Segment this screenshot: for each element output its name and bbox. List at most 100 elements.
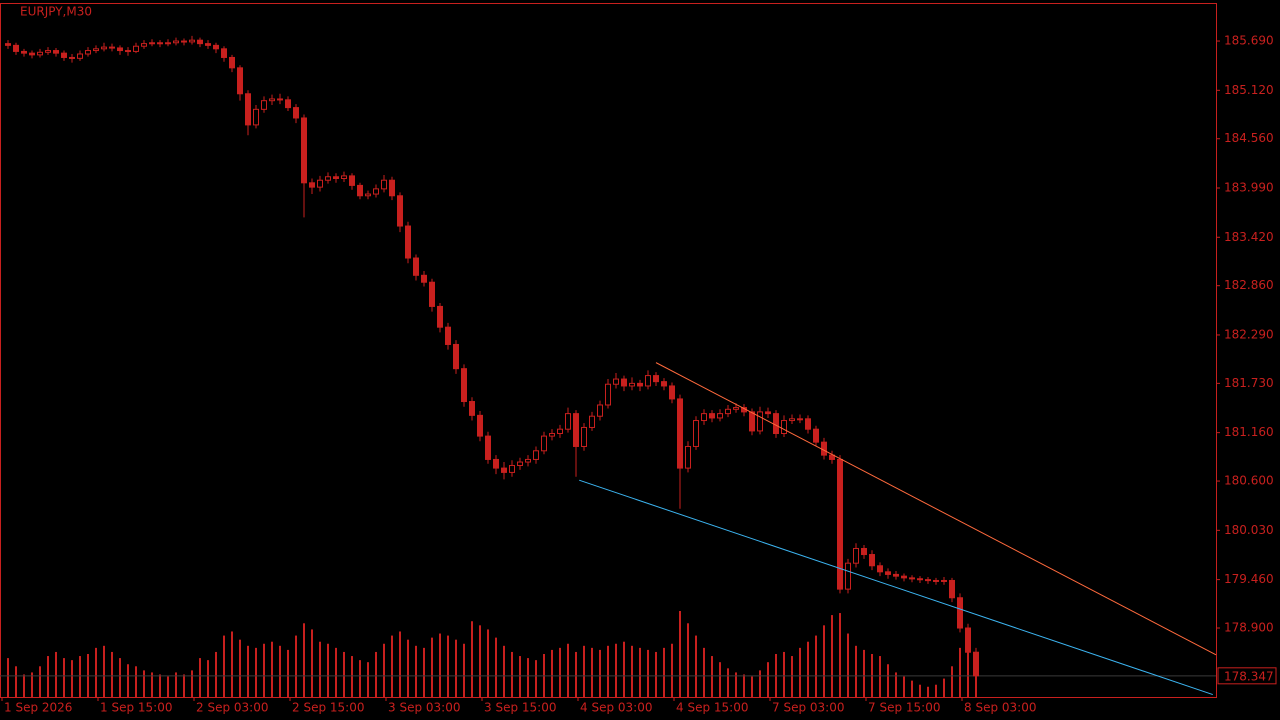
candle-body (469, 401, 475, 416)
candle-body (405, 225, 411, 259)
volume-bar (111, 651, 113, 697)
candle-body (77, 53, 83, 59)
candle-body (485, 435, 491, 460)
volume-bar (919, 684, 921, 697)
volume-bar (583, 645, 585, 697)
candle-body (549, 433, 555, 437)
volume-bar (191, 670, 193, 697)
candle-body (197, 39, 203, 45)
volume-bar (303, 623, 305, 697)
volume-bar (895, 672, 897, 697)
volume-bar (527, 658, 529, 697)
candle-body (685, 445, 691, 469)
volume-bar (335, 647, 337, 697)
volume-bar (607, 645, 609, 697)
volume-bar (767, 662, 769, 697)
volume-bar (647, 649, 649, 697)
volume-bar (71, 660, 73, 697)
candle-body (269, 98, 275, 102)
volume-bar (463, 643, 465, 697)
candle-body (893, 573, 899, 577)
volume-bar (151, 672, 153, 697)
x-tick-label: 2 Sep 03:00 (196, 701, 268, 715)
candle-body (605, 383, 611, 406)
candle-body (53, 50, 59, 54)
volume-bar (55, 651, 57, 697)
candle-body (909, 577, 915, 580)
candle-body (805, 418, 811, 430)
volume-bar (375, 651, 377, 697)
y-tick-label: 183.420 (1224, 230, 1274, 244)
candle-body (21, 50, 27, 54)
candle-body (237, 67, 243, 95)
volume-bar (863, 649, 865, 697)
candle-body (973, 651, 979, 677)
y-tick-label: 185.120 (1224, 83, 1274, 97)
volume-bar (143, 670, 145, 697)
candle-body (253, 108, 259, 126)
volume-bar (567, 643, 569, 697)
candle-body (493, 458, 499, 469)
candle-body (813, 428, 819, 443)
candle-body (709, 413, 715, 419)
candle-body (309, 182, 315, 188)
candle-body (29, 52, 35, 56)
candle-body (557, 428, 563, 435)
candle-body (965, 627, 971, 653)
candle-body (757, 411, 763, 432)
trend-line (579, 479, 1213, 696)
volume-bar (639, 647, 641, 697)
volume-bar (271, 641, 273, 697)
volume-bar (127, 664, 129, 697)
candle-body (93, 48, 99, 52)
volume-bar (223, 635, 225, 697)
volume-bar (671, 643, 673, 697)
volume-bar (263, 643, 265, 697)
candle-body (613, 378, 619, 385)
volume-bar (439, 633, 441, 697)
y-tick-label: 179.460 (1224, 572, 1274, 586)
volume-bar (551, 649, 553, 697)
candle-body (101, 46, 107, 50)
volume-bar (783, 651, 785, 697)
candle-body (221, 48, 227, 58)
candle-body (365, 193, 371, 197)
trend-line (655, 362, 1217, 656)
volume-bar (327, 643, 329, 697)
volume-bar (39, 666, 41, 697)
volume-bar (383, 643, 385, 697)
volume-bar (367, 662, 369, 697)
candle-body (181, 40, 187, 43)
candle-body (949, 579, 955, 599)
candle-body (389, 179, 395, 197)
candle-body (125, 50, 131, 53)
volume-bar (47, 656, 49, 697)
candle-body (477, 414, 483, 437)
x-tick-label: 7 Sep 15:00 (868, 701, 940, 715)
volume-bar (903, 676, 905, 697)
volume-bar (279, 645, 281, 697)
volume-bar (343, 651, 345, 697)
candle-body (573, 413, 579, 447)
x-tick-label: 1 Sep 2026 (4, 701, 72, 715)
candle-body (541, 435, 547, 452)
candle-body (597, 404, 603, 417)
x-tick-label: 7 Sep 03:00 (772, 701, 844, 715)
volume-bar (815, 635, 817, 697)
volume-bar (623, 641, 625, 697)
x-tick-label: 4 Sep 15:00 (676, 701, 748, 715)
volume-bar (703, 647, 705, 697)
volume-bar (399, 631, 401, 697)
candle-body (173, 40, 179, 44)
volume-bar (927, 686, 929, 697)
candle-body (205, 43, 211, 46)
volume-bar (391, 635, 393, 697)
candle-body (213, 44, 219, 50)
volume-bar (951, 666, 953, 697)
candle-body (957, 597, 963, 629)
candle-body (533, 450, 539, 460)
candle-body (621, 378, 627, 387)
